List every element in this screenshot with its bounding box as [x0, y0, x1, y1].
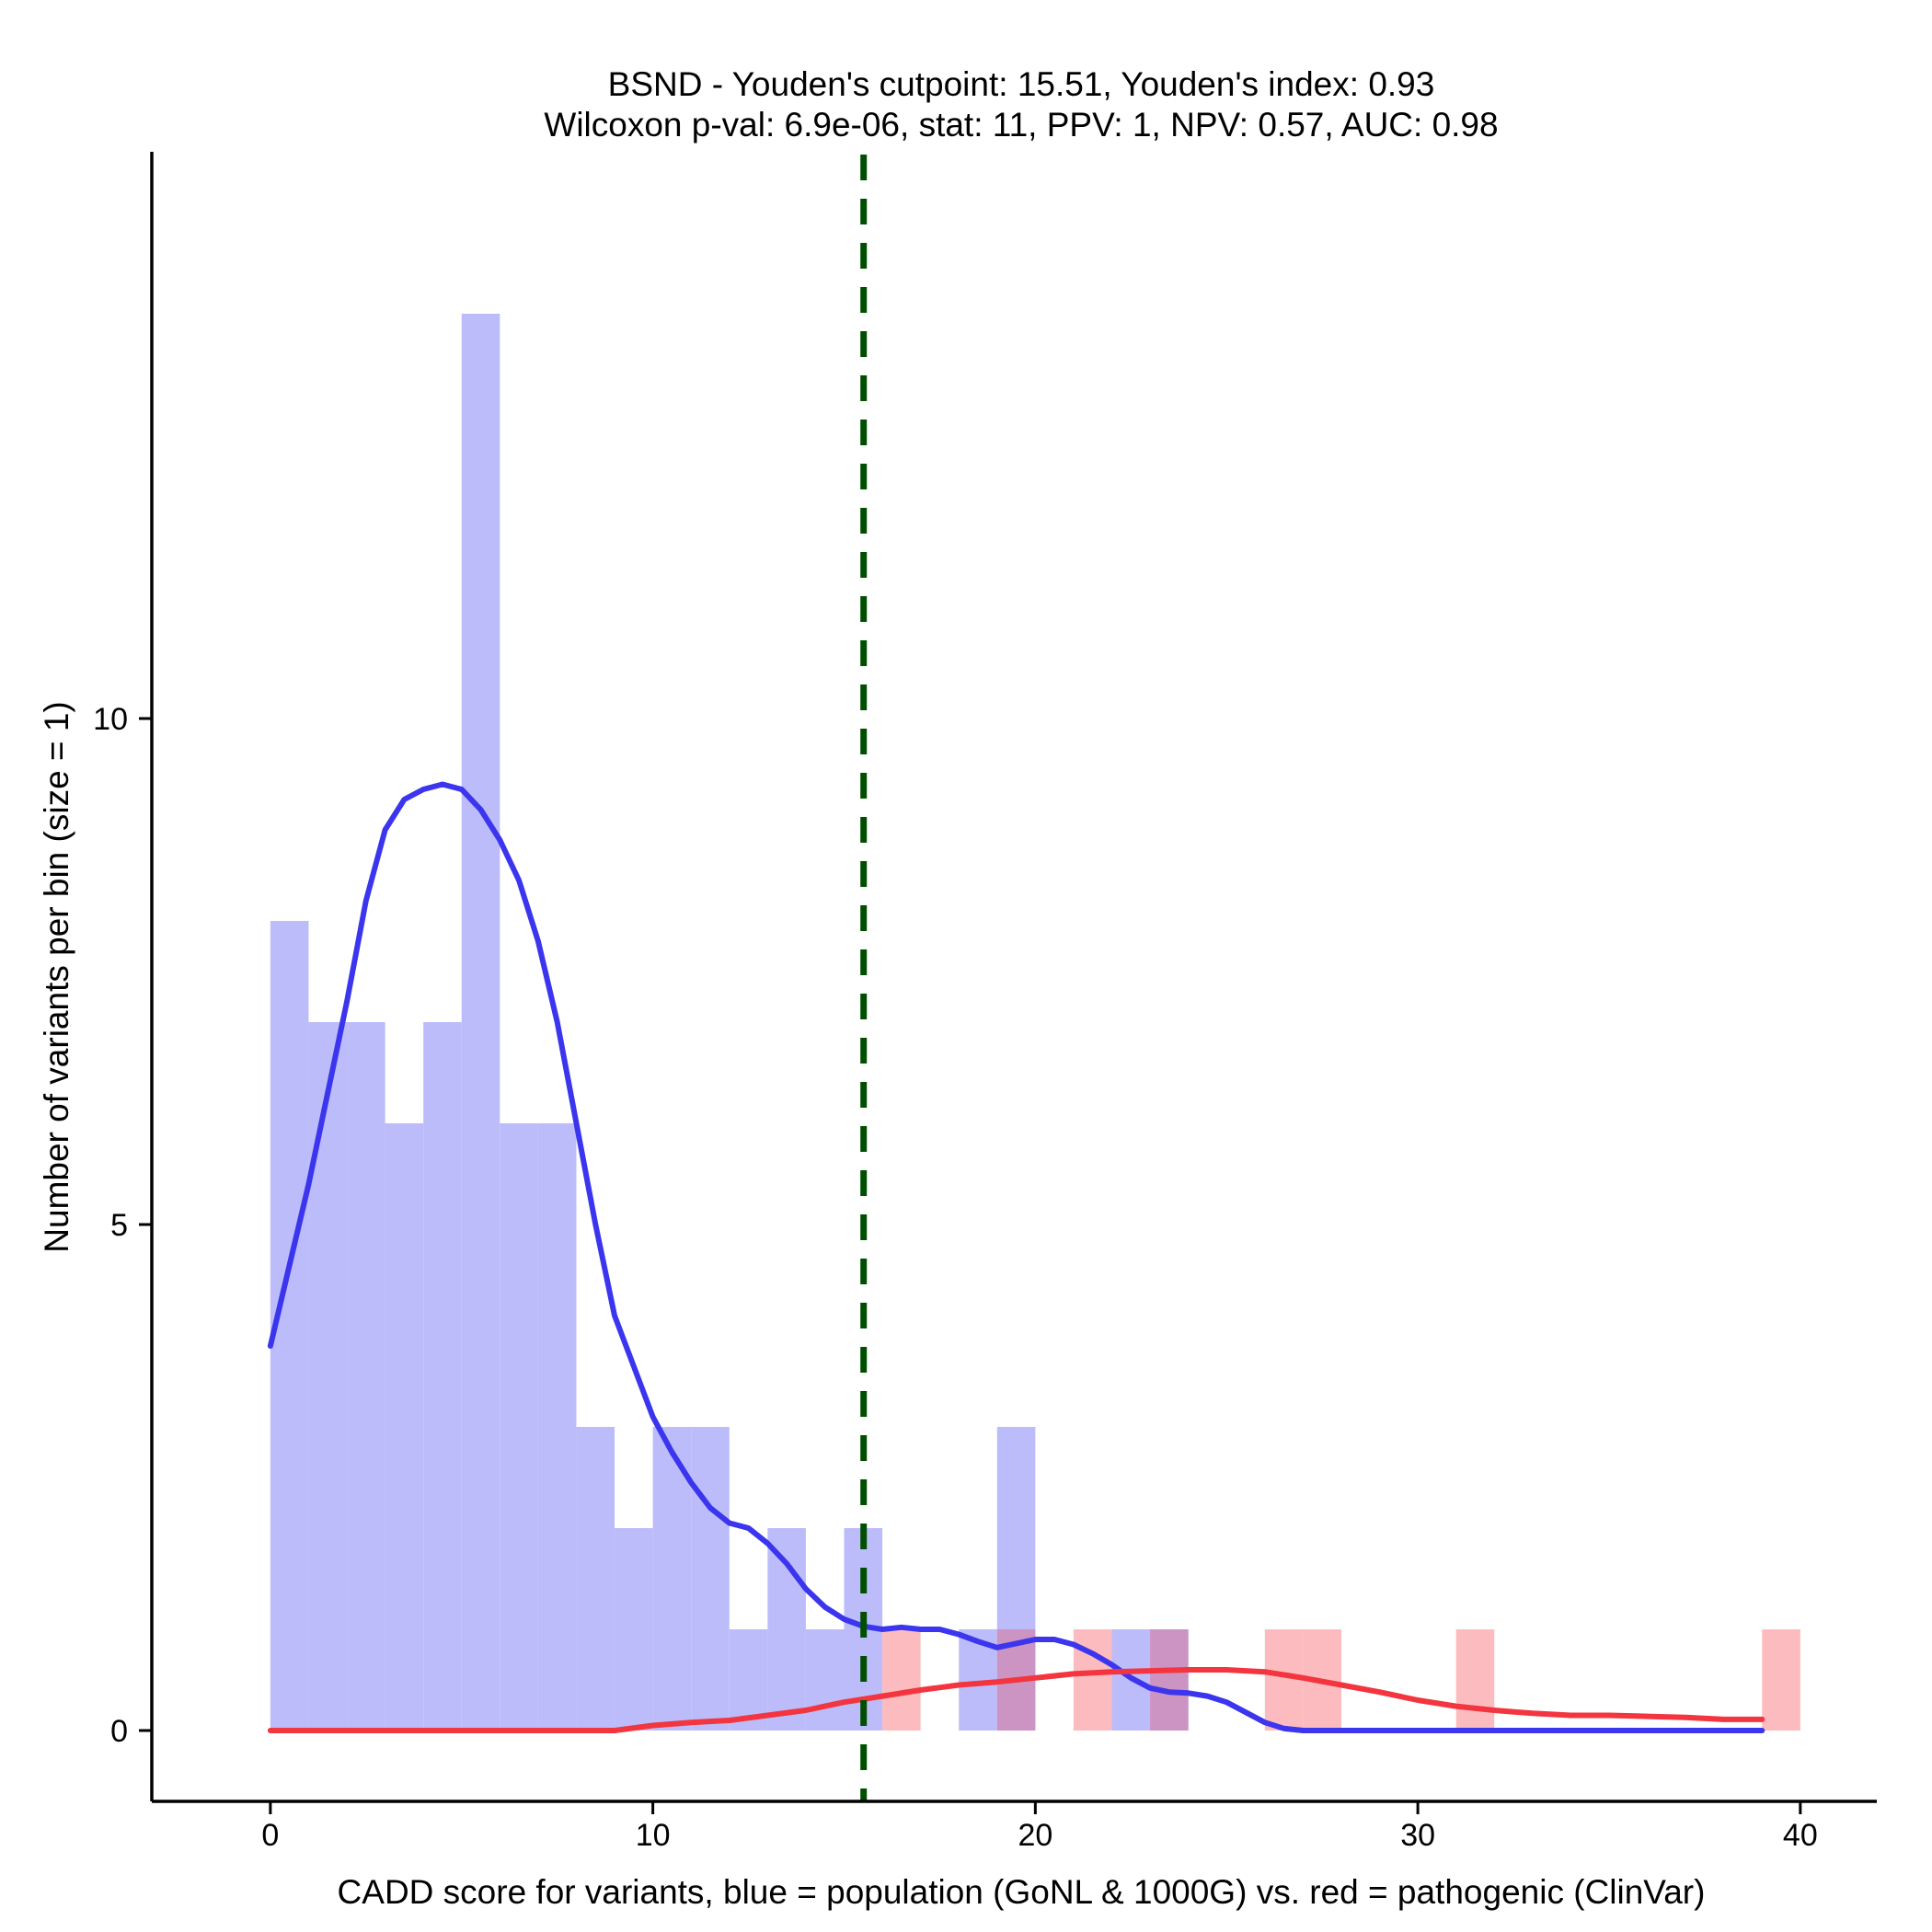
y-tick-label: 10 [93, 702, 128, 737]
population-bar [423, 1022, 462, 1731]
population-bar [615, 1528, 653, 1731]
curves-layer [267, 781, 1765, 1733]
population-bar [308, 1022, 348, 1731]
population-bar [691, 1427, 730, 1731]
ticks-layer: 0 10 20 30 40 0 5 10 [93, 702, 1818, 1853]
overlap-bar [1150, 1629, 1189, 1731]
x-tick-label: 10 [636, 1818, 671, 1853]
population-density-curve [267, 781, 1765, 1733]
x-tick-label: 0 [261, 1818, 279, 1853]
axes-layer [150, 152, 1877, 1803]
population-bar [805, 1629, 845, 1731]
pathogenic-density-curve [267, 1667, 1765, 1733]
x-axis-label: CADD score for variants, blue = populati… [338, 1873, 1706, 1911]
population-bar [576, 1427, 615, 1731]
chart-title: BSND - Youden's cutpoint: 15.51, Youden'… [608, 65, 1435, 103]
population-bar [767, 1528, 806, 1731]
pathogenic-bar [1455, 1629, 1495, 1731]
y-axis-label: Number of variants per bin (size = 1) [38, 701, 75, 1252]
population-bar [500, 1123, 538, 1731]
bars-layer [270, 314, 1800, 1731]
x-tick-label: 30 [1400, 1818, 1435, 1853]
population-bar [347, 1022, 385, 1731]
x-tick-label: 20 [1018, 1818, 1052, 1853]
chart-subtitle: Wilcoxon p-val: 6.9e-06, stat: 11, PPV: … [544, 106, 1498, 144]
population-bar [537, 1123, 577, 1731]
pathogenic-bar [882, 1629, 921, 1731]
x-tick-label: 40 [1783, 1818, 1818, 1853]
population-bar [461, 314, 500, 1731]
population-bar [385, 1123, 424, 1731]
y-tick-label: 5 [110, 1208, 128, 1243]
y-tick-label: 0 [110, 1714, 128, 1749]
pathogenic-bar [1264, 1629, 1304, 1731]
pathogenic-bar [1762, 1629, 1800, 1731]
